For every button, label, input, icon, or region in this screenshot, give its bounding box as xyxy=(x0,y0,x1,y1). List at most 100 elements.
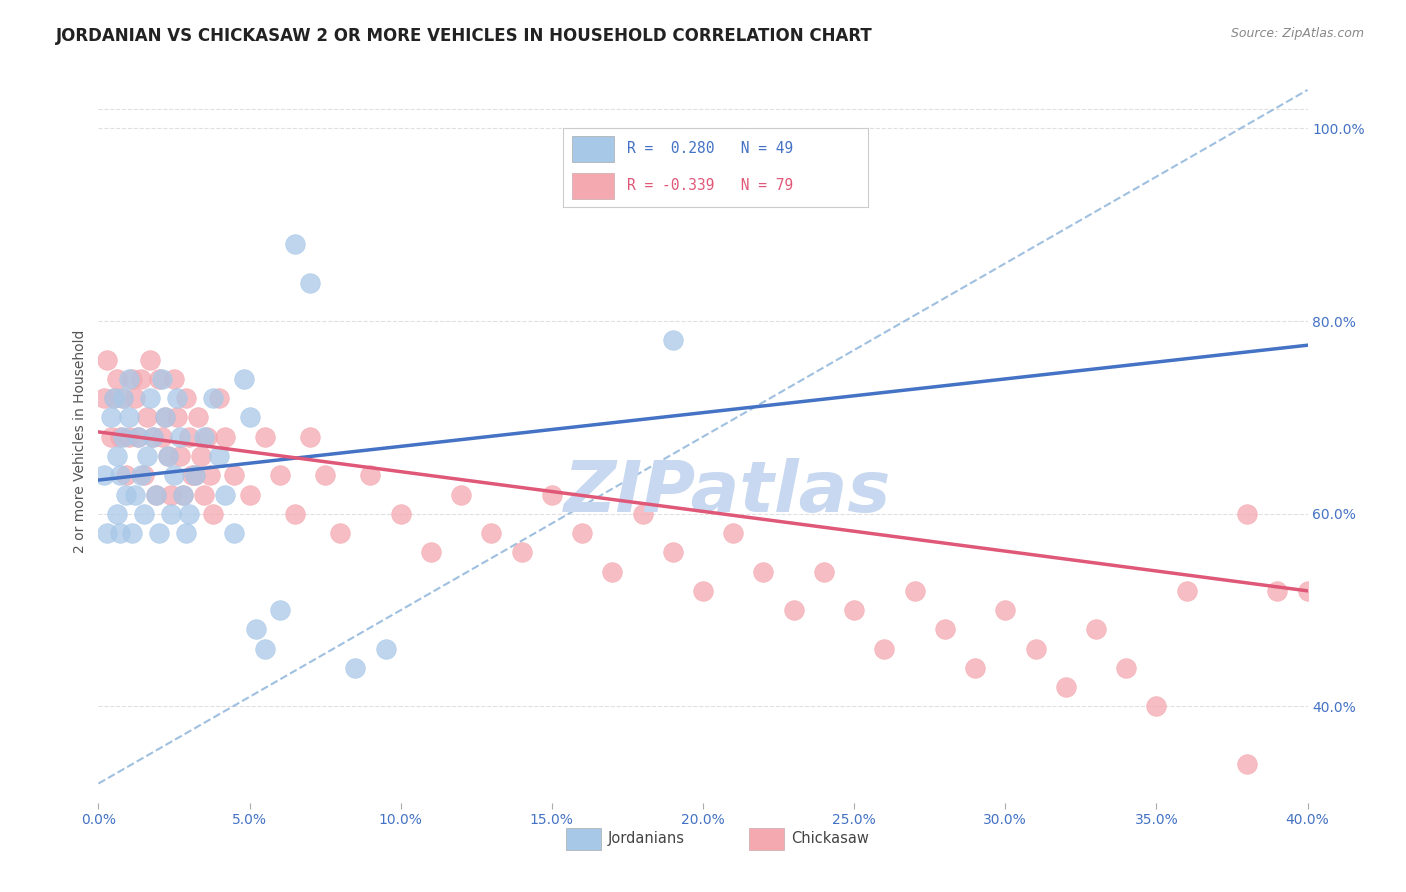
Point xyxy=(174,391,197,405)
Point xyxy=(202,507,225,521)
Point xyxy=(129,468,152,483)
Point xyxy=(202,391,225,405)
Point xyxy=(135,410,157,425)
Point xyxy=(142,430,165,444)
Point xyxy=(132,507,155,521)
Point xyxy=(135,449,157,463)
Point xyxy=(118,372,141,386)
Point xyxy=(169,449,191,463)
Point xyxy=(148,372,170,386)
Point xyxy=(571,526,593,541)
Point xyxy=(314,468,336,483)
Point xyxy=(108,526,131,541)
Point xyxy=(179,507,201,521)
Point xyxy=(139,391,162,405)
Point xyxy=(374,641,396,656)
Point xyxy=(195,430,218,444)
Point xyxy=(214,487,236,501)
Point xyxy=(1296,583,1319,598)
Point xyxy=(114,468,136,483)
Point xyxy=(269,468,291,483)
Point xyxy=(193,487,215,501)
Point xyxy=(510,545,533,559)
Text: Chickasaw: Chickasaw xyxy=(790,831,869,846)
Point xyxy=(105,372,128,386)
Point xyxy=(965,661,987,675)
Point xyxy=(150,372,173,386)
Point xyxy=(127,430,149,444)
Point xyxy=(108,430,131,444)
Point xyxy=(1115,661,1137,675)
Point xyxy=(172,487,194,501)
Point xyxy=(105,507,128,521)
Point xyxy=(193,430,215,444)
Point xyxy=(723,526,745,541)
Point xyxy=(156,449,179,463)
Point xyxy=(156,449,179,463)
Point xyxy=(181,468,204,483)
Point xyxy=(360,468,382,483)
Point xyxy=(124,391,146,405)
Point xyxy=(163,372,186,386)
Point xyxy=(153,410,176,425)
Point xyxy=(1267,583,1289,598)
Point xyxy=(783,603,806,617)
Point xyxy=(602,565,624,579)
Point xyxy=(145,487,167,501)
Point xyxy=(1085,623,1108,637)
Point xyxy=(142,430,165,444)
Point xyxy=(661,545,683,559)
Point xyxy=(139,352,162,367)
Text: Jordanians: Jordanians xyxy=(609,831,685,846)
Point xyxy=(93,468,115,483)
Point xyxy=(208,391,231,405)
Point xyxy=(692,583,714,598)
Point xyxy=(994,603,1017,617)
Point xyxy=(108,468,131,483)
Point xyxy=(200,468,222,483)
Point xyxy=(150,430,173,444)
Point xyxy=(124,487,146,501)
Text: ZIPatlas: ZIPatlas xyxy=(564,458,891,526)
Point xyxy=(100,430,122,444)
Point xyxy=(284,507,307,521)
Point xyxy=(1236,757,1258,772)
Point xyxy=(111,391,134,405)
Point xyxy=(540,487,562,501)
Point xyxy=(1144,699,1167,714)
Point xyxy=(166,391,188,405)
Point xyxy=(344,661,367,675)
Point xyxy=(166,410,188,425)
Point xyxy=(121,526,143,541)
Point xyxy=(132,468,155,483)
Point xyxy=(661,334,683,348)
Point xyxy=(174,526,197,541)
Point xyxy=(232,372,254,386)
Point xyxy=(103,391,125,405)
Text: JORDANIAN VS CHICKASAW 2 OR MORE VEHICLES IN HOUSEHOLD CORRELATION CHART: JORDANIAN VS CHICKASAW 2 OR MORE VEHICLE… xyxy=(56,27,873,45)
Point xyxy=(93,391,115,405)
Point xyxy=(224,468,246,483)
Point xyxy=(214,430,236,444)
Y-axis label: 2 or more Vehicles in Household: 2 or more Vehicles in Household xyxy=(73,330,87,553)
Bar xyxy=(572,173,614,199)
Point xyxy=(172,487,194,501)
Point xyxy=(420,545,443,559)
Point xyxy=(1236,507,1258,521)
Point xyxy=(284,237,307,252)
Point xyxy=(129,372,152,386)
Point xyxy=(160,487,183,501)
Point xyxy=(121,372,143,386)
Point xyxy=(169,430,191,444)
Point xyxy=(239,410,262,425)
Point xyxy=(148,526,170,541)
Point xyxy=(631,507,654,521)
Point xyxy=(208,449,231,463)
Point xyxy=(103,391,125,405)
Point xyxy=(163,468,186,483)
Point xyxy=(299,430,322,444)
Text: R =  0.280   N = 49: R = 0.280 N = 49 xyxy=(627,141,793,156)
Point xyxy=(389,507,412,521)
Point xyxy=(127,430,149,444)
Point xyxy=(873,641,896,656)
